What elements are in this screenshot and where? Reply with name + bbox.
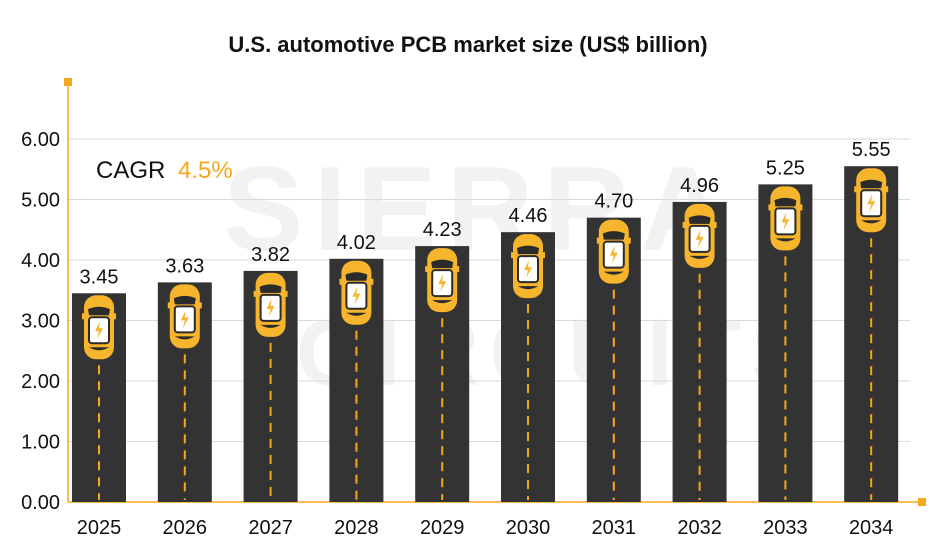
cagr-annotation: CAGR 4.5% bbox=[96, 157, 233, 184]
electric-car-icon bbox=[854, 168, 889, 233]
electric-car-icon bbox=[425, 248, 460, 313]
cagr-label: CAGR bbox=[96, 157, 165, 184]
y-tick-label: 2.00 bbox=[21, 371, 60, 393]
data-label: 4.96 bbox=[680, 175, 719, 197]
watermark-line-1: SIERRA bbox=[223, 142, 736, 276]
y-tick-label: 3.00 bbox=[21, 311, 60, 333]
x-axis-end-marker bbox=[918, 498, 926, 506]
y-tick-label: 6.00 bbox=[21, 129, 60, 151]
x-tick-label: 2027 bbox=[248, 517, 293, 539]
x-tick-label: 2029 bbox=[420, 517, 465, 539]
data-labels: 3.45 3.63 3.82 4.02 4.23 4.46 4.70 4.96 5.25 5.55 bbox=[80, 139, 891, 288]
y-tick-label: 4.00 bbox=[21, 250, 60, 272]
electric-car-icon bbox=[253, 272, 288, 337]
x-tick-labels: 2025 2026 2027 2028 2029 2030 2031 2032 2033 2034 bbox=[77, 517, 894, 539]
electric-car-icon bbox=[768, 186, 803, 251]
data-label: 4.02 bbox=[337, 232, 376, 254]
data-label: 4.46 bbox=[509, 205, 548, 227]
electric-car-icon bbox=[596, 219, 631, 284]
y-tick-label: 0.00 bbox=[21, 492, 60, 514]
electric-car-icon bbox=[167, 284, 202, 349]
electric-car-icon bbox=[82, 295, 116, 360]
y-tick-labels: 0.00 1.00 2.00 3.00 4.00 5.00 6.00 bbox=[21, 129, 60, 514]
electric-car-icon bbox=[511, 234, 545, 299]
x-tick-label: 2025 bbox=[77, 517, 122, 539]
x-tick-label: 2032 bbox=[677, 517, 722, 539]
data-label: 4.23 bbox=[423, 219, 462, 241]
electric-car-icon bbox=[339, 260, 374, 325]
chart-title: U.S. automotive PCB market size (US$ bil… bbox=[228, 32, 707, 57]
x-tick-label: 2030 bbox=[506, 517, 551, 539]
x-tick-label: 2033 bbox=[763, 517, 808, 539]
data-label: 5.25 bbox=[766, 157, 805, 179]
electric-car-icon bbox=[682, 203, 717, 268]
data-label: 5.55 bbox=[852, 139, 891, 161]
x-tick-label: 2026 bbox=[163, 517, 208, 539]
x-tick-label: 2028 bbox=[334, 517, 379, 539]
bars bbox=[72, 166, 899, 503]
data-label: 3.63 bbox=[165, 255, 204, 277]
data-label: 3.82 bbox=[251, 244, 290, 266]
x-tick-label: 2031 bbox=[592, 517, 637, 539]
y-tick-label: 1.00 bbox=[21, 432, 60, 454]
y-axis-end-marker bbox=[64, 78, 72, 86]
cagr-value: 4.5% bbox=[178, 157, 233, 184]
x-tick-label: 2034 bbox=[849, 517, 894, 539]
data-label: 4.70 bbox=[594, 191, 633, 213]
y-tick-label: 5.00 bbox=[21, 190, 60, 212]
data-label: 3.45 bbox=[80, 266, 119, 288]
